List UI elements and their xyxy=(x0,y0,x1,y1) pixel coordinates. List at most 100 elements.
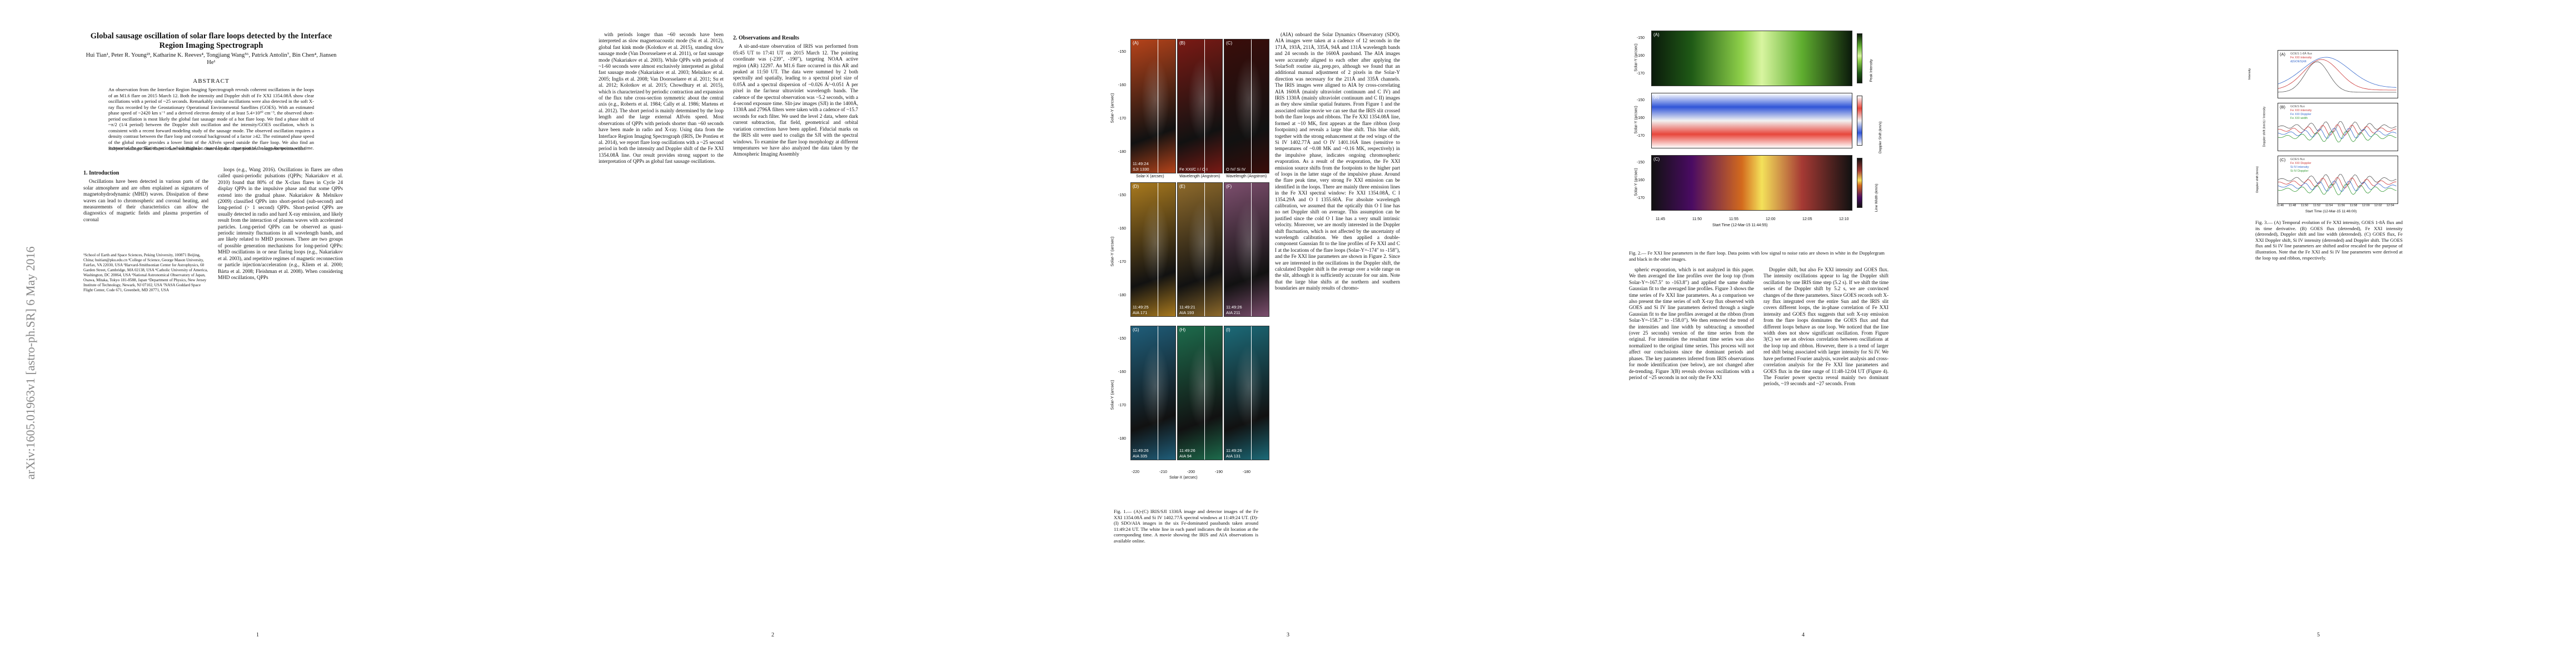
y-tick-label: -160 xyxy=(1637,54,1645,58)
paper-title: Global sausage oscillation of solar flar… xyxy=(90,32,332,50)
plot-panel: (B) GOES flux Fe XXI intensity Fe XXI Doppl… xyxy=(2278,103,2398,151)
image-panel: (E) 11:49:21 AIA 193 xyxy=(1177,182,1223,317)
figure-1-caption: Fig. 1.— (A)-(C) IRIS/SJI 1330Å image an… xyxy=(1114,509,1258,544)
y-tick-label: -150 xyxy=(1637,161,1645,165)
x-tick-label: -220 xyxy=(1132,470,1140,474)
figure-3-caption: Fig. 3.— (A) Temporal evolution of Fe XX… xyxy=(2255,220,2403,261)
x-tick-label: 11:52 xyxy=(2313,204,2321,207)
x-tick-label: -210 xyxy=(1159,470,1168,474)
x-tick-label: 12:04 xyxy=(2386,204,2394,207)
x-tick-label: -200 xyxy=(1187,470,1195,474)
affiliation-footnotes: ¹School of Earth and Space Sciences, Pek… xyxy=(83,253,208,292)
arxiv-identifier[interactable]: arXiv:1605.01963v1 [astro-ph.SR] 6 May 2… xyxy=(23,246,37,480)
slit-line xyxy=(1251,183,1252,316)
panel-label: (B) xyxy=(1179,41,1185,46)
subject-headings: Subject headings: Sun: flares—Sun: oscil… xyxy=(108,146,306,151)
panel-label: (B) xyxy=(2280,104,2285,109)
colorbar-label: Peak Intensity xyxy=(1869,59,1874,82)
series-line xyxy=(2278,121,2397,133)
colorbar xyxy=(1857,33,1862,83)
plot-svg xyxy=(2278,173,2397,196)
y-tick-label: -170 xyxy=(1118,117,1127,121)
y-tick-label: -170 xyxy=(1118,404,1127,407)
colorbar-label: Line Width (km/s) xyxy=(1875,183,1879,212)
left-column-text: with periods longer than ~60 seconds hav… xyxy=(599,32,724,165)
x-tick-label: 11:50 xyxy=(1692,217,1702,221)
panel-time: 11:49:21 xyxy=(1179,305,1195,310)
panel-label: (G) xyxy=(1133,327,1139,332)
panel-label: (C) xyxy=(1653,157,1660,162)
abstract-heading: ABSTRACT xyxy=(193,78,230,84)
panel-band: O IV/ Si IV xyxy=(1226,167,1246,172)
y-tick-label: -160 xyxy=(1118,83,1127,87)
figure-2: (A) Peak Intensity Solar-Y (arcsec) -150 -16… xyxy=(1629,31,1885,231)
image-panel: (C) O IV/ Si IV xyxy=(1224,39,1269,173)
right-column: (AIA) onboard the Solar Dynamics Observa… xyxy=(1275,32,1400,293)
plot-svg xyxy=(2278,121,2397,143)
figure-3: (A) GOES 1-8Å flux Fe XXI intensity d(GOES)… xyxy=(2248,50,2400,217)
y-tick-label: -170 xyxy=(1118,260,1127,264)
right-column: 2. Observations and Results A sit-and-st… xyxy=(733,32,858,159)
panel-time: 11:49:24 xyxy=(1133,161,1149,166)
panel-label: (A) xyxy=(2280,52,2285,57)
page-4: (A) Peak Intensity Solar-Y (arcsec) -150 -16… xyxy=(1546,0,2061,667)
author-list: Hui Tian¹, Peter R. Young²³, Katharine K… xyxy=(86,52,337,66)
left-column: 1. Introduction Oscillations have been d… xyxy=(83,167,208,224)
legend-entry: Si IV intensity xyxy=(2290,166,2309,169)
legend-entry: GOES 1-8Å flux xyxy=(2290,52,2313,56)
right-column-text: (AIA) onboard the Solar Dynamics Observa… xyxy=(1275,32,1400,291)
x-tick-label: 12:05 xyxy=(1802,217,1812,221)
panel-label: (C) xyxy=(1226,41,1233,46)
plot-panel: (A) GOES 1-8Å flux Fe XXI intensity d(GOES)… xyxy=(2278,50,2398,98)
panel-time: 11:49:26 xyxy=(1226,448,1242,453)
y-tick-label: -150 xyxy=(1637,98,1645,102)
panel-band: AIA 193 xyxy=(1179,310,1194,315)
image-panel: (H) 11:49:26 AIA 94 xyxy=(1177,326,1223,460)
y-tick-label: -160 xyxy=(1118,370,1127,374)
y-tick-label: -150 xyxy=(1118,193,1127,197)
y-tick-label: -160 xyxy=(1637,178,1645,182)
image-panel: (F) 11:49:26 AIA 211 xyxy=(1224,182,1269,317)
colorbar xyxy=(1857,158,1862,208)
image-panel: (B) Fe XXI/C I / O I xyxy=(1177,39,1223,173)
x-axis-label: Solar-X (arcsec) xyxy=(1136,175,1164,178)
colorbar-label: Doppler Shift (km/s) xyxy=(1878,121,1882,153)
x-tick-label: 11:48 xyxy=(2289,204,2296,207)
legend-entry: Fe XXI intensity xyxy=(2290,109,2312,112)
right-column-text: A sit-and-stare observation of IRIS was … xyxy=(733,43,858,157)
slit-line xyxy=(1251,326,1252,460)
y-tick-label: -170 xyxy=(1637,196,1645,200)
panel-band: Fe XXI/C I / O I xyxy=(1179,167,1208,172)
panel-time: 11:49:26 xyxy=(1133,448,1149,453)
y-axis-label: Doppler shift (km/s) / Intensity xyxy=(2263,106,2266,147)
right-column-text: Doppler shift, but also Fe XXI intensity… xyxy=(1763,267,1889,387)
x-tick-label: 12:00 xyxy=(2362,204,2370,207)
panel-label: (B) xyxy=(1653,94,1660,99)
map-panel: (B) xyxy=(1651,93,1852,148)
x-tick-label: 12:02 xyxy=(2374,204,2382,207)
page-1: arXiv:1605.01963v1 [astro-ph.SR] 6 May 2… xyxy=(0,0,515,667)
panel-band: AIA 94 xyxy=(1179,454,1192,459)
x-tick-label: 11:55 xyxy=(1729,217,1738,221)
x-tick-label: 11:45 xyxy=(1656,217,1665,221)
image-panel: (A) 11:49:24 SJI 1330 xyxy=(1130,39,1176,173)
legend-entry: Fe XXI width xyxy=(2290,117,2308,120)
abstract-text: An observation from the Interface Region… xyxy=(108,87,314,151)
y-tick-label: -160 xyxy=(1637,116,1645,120)
left-column: spheric evaporation, which is not analyz… xyxy=(1629,267,1754,382)
slit-line xyxy=(1204,326,1205,460)
panel-label: (D) xyxy=(1133,184,1139,189)
y-tick-label: -150 xyxy=(1637,36,1645,40)
panel-time: 11:49:25 xyxy=(1133,305,1149,310)
right-column: Doppler shift, but also Fe XXI intensity… xyxy=(1763,267,1889,389)
y-tick-label: -170 xyxy=(1637,72,1645,76)
x-axis-label: Start Time (12-Mar-15 11:46:00) xyxy=(2305,210,2357,213)
x-axis-label: Start Time (12-Mar-15 11:44:55) xyxy=(1712,223,1768,227)
series-line xyxy=(2278,183,2397,196)
panel-band: AIA 131 xyxy=(1226,454,1241,459)
x-tick-label: 11:56 xyxy=(2338,204,2345,207)
x-tick-label: 11:50 xyxy=(2301,204,2309,207)
y-tick-label: -180 xyxy=(1118,150,1127,154)
panel-label: (H) xyxy=(1179,327,1186,332)
series-line xyxy=(2278,131,2397,143)
